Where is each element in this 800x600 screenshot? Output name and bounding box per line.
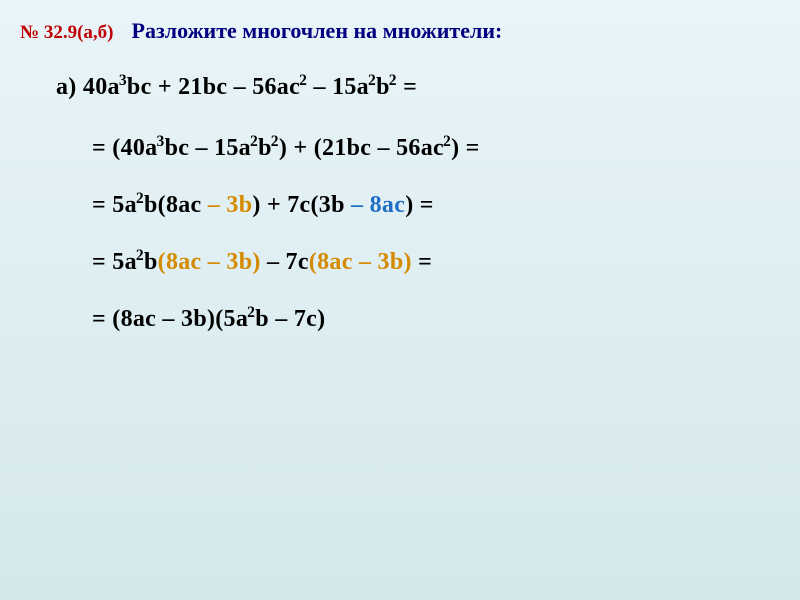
text: =	[412, 249, 432, 275]
math-content: а) 40a3bc + 21bc – 56ac2 – 15a2b2 = = (4…	[0, 44, 800, 333]
line-d: = 5a2b(8ac – 3b) – 7c(8ac – 3b) =	[56, 249, 800, 276]
text: =	[397, 74, 417, 100]
text-highlight: – 8ac	[345, 192, 405, 218]
line-a: а) 40a3bc + 21bc – 56ac2 – 15a2b2 =	[56, 74, 800, 101]
superscript: 2	[136, 190, 144, 207]
text: ) =	[451, 135, 480, 161]
text: ) =	[405, 192, 434, 218]
superscript: 2	[443, 133, 451, 150]
line-b: = (40a3bc – 15a2b2) + (21bc – 56ac2) =	[56, 135, 800, 162]
superscript: 2	[368, 72, 376, 89]
text-highlight: – 3b	[202, 192, 253, 218]
text: = 5a	[92, 249, 137, 275]
superscript: 3	[156, 133, 164, 150]
text-highlight: (8ac – 3b)	[158, 249, 261, 275]
superscript: 2	[136, 247, 144, 264]
text: – 7c	[261, 249, 309, 275]
line-c: = 5a2b(8ac – 3b) + 7c(3b – 8ac) =	[56, 192, 800, 219]
text: = (8ac – 3b)(5a	[92, 306, 248, 332]
superscript: 2	[389, 72, 397, 89]
problem-number: № 32.9(а,б)	[20, 22, 114, 44]
text: b	[258, 135, 272, 161]
line-e: = (8ac – 3b)(5a2b – 7c)	[56, 306, 800, 333]
superscript: 2	[271, 133, 279, 150]
text: b	[144, 249, 158, 275]
text: b	[376, 74, 390, 100]
text: – 15a	[307, 74, 369, 100]
header: № 32.9(а,б) Разложите многочлен на множи…	[0, 0, 800, 44]
text: bc – 15a	[165, 135, 251, 161]
text: b – 7c)	[255, 306, 325, 332]
text: = (40a	[92, 135, 157, 161]
superscript: 2	[299, 72, 307, 89]
text: b(8ac	[144, 192, 202, 218]
text-highlight: (8ac – 3b)	[309, 249, 412, 275]
text: ) + 7c(3b	[252, 192, 344, 218]
text: ) + (21bc – 56ac	[279, 135, 444, 161]
superscript: 2	[250, 133, 258, 150]
text: а) 40	[56, 74, 108, 100]
superscript: 3	[119, 72, 127, 89]
text: bc + 21bc – 56ac	[127, 74, 300, 100]
problem-title: Разложите многочлен на множители:	[132, 18, 503, 44]
text: a	[108, 74, 120, 100]
text: = 5a	[92, 192, 137, 218]
